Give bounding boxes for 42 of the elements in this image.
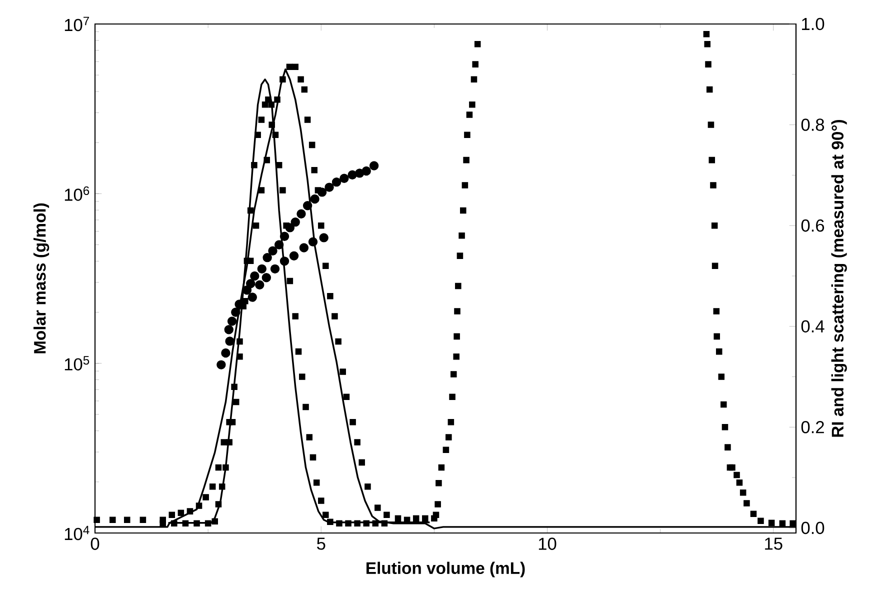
x-axis-title: Elution volume (mL) [366,562,525,578]
point [270,264,280,274]
y2-tick-label: 0.2 [801,421,824,434]
point [332,177,342,187]
point [246,279,256,288]
y-tick-label: 10$^{5}$ [64,356,90,370]
point [268,246,278,256]
point [262,273,272,282]
point [319,233,328,242]
point [227,316,237,326]
y2-tick-label: 0.6 [801,219,824,232]
y2-tick-label: 1.0 [802,18,824,30]
x-tick-label: 5 [317,538,326,550]
y2-axis-title: RI and light scattering (measured at 90°) [831,120,847,437]
point [216,360,226,370]
point [299,243,309,252]
point [224,325,234,334]
y-tick-label: 10$^{6}$ [64,186,90,201]
x-tick-label: 15 [765,538,782,550]
y2-tick-label: 0.0 [801,522,824,534]
x-tick-label: 0 [90,538,100,550]
point [248,292,257,302]
point [225,336,234,346]
point [324,182,334,192]
point [262,252,272,262]
point [290,217,300,227]
y-axis-title: Molar mass (g/mol) [33,203,50,354]
y2-tick-label: 0.8 [801,118,824,131]
point [221,348,230,358]
point [250,271,260,281]
point [362,166,371,176]
point [340,174,349,183]
y-tick-label: 10$^{4}$ [64,526,90,540]
point [255,280,264,290]
point [310,194,320,204]
y-tick-label: 10$^{7}$ [64,16,90,32]
y2-tick-label: 0.4 [801,320,824,332]
point [369,161,379,170]
x-tick-label: 10 [538,538,556,550]
point [257,264,266,274]
point [289,251,299,260]
point [296,209,306,218]
